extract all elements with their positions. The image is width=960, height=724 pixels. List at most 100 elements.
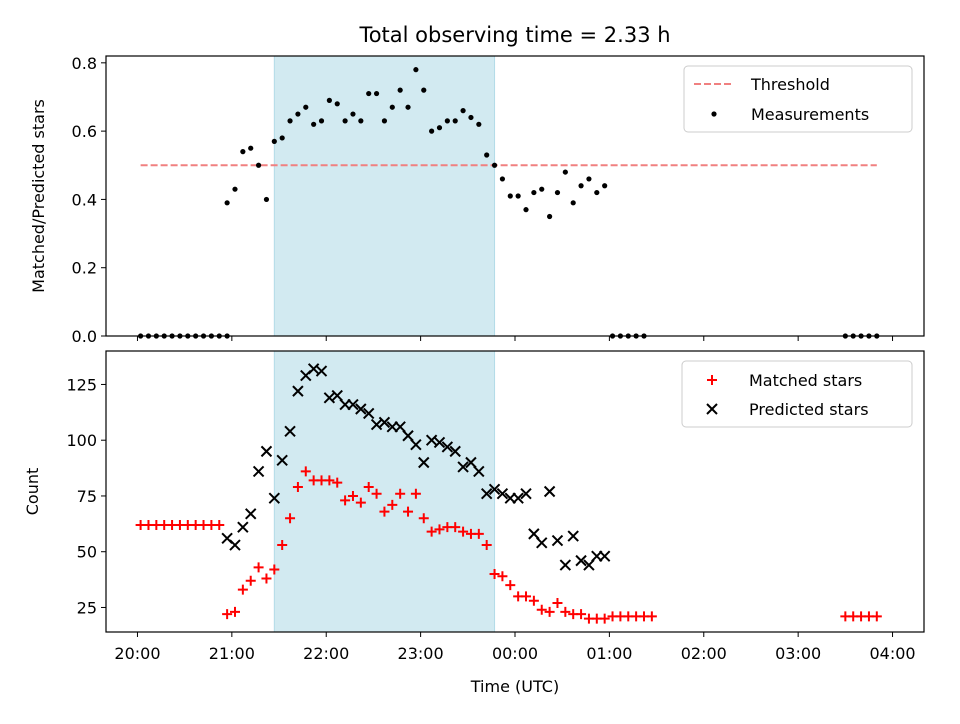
matched-stars-point-13 [237, 584, 248, 595]
measurements-point-27 [342, 118, 348, 124]
predicted-stars-point-1-shape [229, 539, 241, 551]
matched-stars-point-46 [497, 571, 508, 582]
predicted-stars-point-44-shape [567, 530, 579, 542]
matched-stars-point-44 [481, 540, 492, 551]
matched-stars-point-36-shape [418, 513, 429, 524]
predicted-stars-point-23-shape [402, 430, 414, 442]
matched-stars-point-10-shape [214, 519, 225, 530]
predicted-stars-point-41-shape [543, 485, 556, 498]
matched-stars-point-38-shape [434, 524, 445, 535]
predicted-stars-point-46-shape [583, 559, 595, 571]
matched-stars-point-37 [426, 526, 437, 537]
legend-swatch-measurements [711, 111, 717, 117]
predicted-stars-point-32 [473, 465, 485, 478]
predicted-stars-point-13-shape [323, 392, 336, 404]
measurements-point-59 [594, 189, 600, 196]
measurements-point-24 [318, 118, 325, 124]
predicted-stars-point-48-shape [598, 550, 611, 562]
predicted-stars-point-3-shape [245, 508, 257, 520]
predicted-stars-point-11-shape [307, 363, 320, 375]
matched-stars-point-45 [489, 569, 500, 580]
matched-stars-point-41-shape [458, 526, 469, 537]
predicted-stars-point-5 [260, 445, 273, 458]
matched-stars-point-33-shape [395, 488, 406, 499]
matched-stars-point-11-shape [222, 609, 233, 620]
matched-stars-point-56 [576, 609, 587, 620]
predicted-stars-point-42 [551, 534, 564, 547]
chart-title: Total observing time = 2.33 h [358, 23, 670, 47]
predicted-stars-point-32-shape [473, 465, 485, 478]
matched-stars-point-50 [528, 595, 539, 606]
predicted-stars-point-39-shape [528, 528, 540, 540]
x-tick-label-0: 20:00 [114, 644, 160, 663]
predicted-stars-point-42-shape [551, 534, 564, 547]
matched-stars-point-31 [379, 506, 390, 517]
bottom-y-tick-label-4: 125 [66, 375, 97, 394]
predicted-stars-point-23 [402, 430, 414, 442]
measurements-point-29 [358, 118, 364, 124]
predicted-stars-point-2-shape [237, 521, 249, 533]
predicted-stars-point-20 [378, 416, 391, 429]
top-y-tick-label-3: 0.6 [72, 122, 97, 141]
bottom-y-tick-label-3: 100 [66, 431, 97, 450]
measurements-point-34 [397, 87, 403, 93]
bottom-y-tick-label-1: 50 [77, 543, 97, 562]
matched-stars-point-43-shape [473, 528, 484, 539]
predicted-stars-point-7 [276, 454, 288, 466]
legend-label-threshold: Threshold [750, 75, 830, 94]
matched-stars-point-13-shape [237, 584, 248, 595]
matched-stars-point-56-shape [576, 609, 587, 620]
predicted-stars-point-14 [331, 389, 343, 402]
predicted-stars-point-44 [567, 530, 579, 542]
predicted-stars-point-22-shape [394, 421, 406, 433]
measurements-point-56 [570, 200, 576, 206]
predicted-stars-point-7-shape [276, 454, 288, 466]
matched-stars-point-11 [222, 609, 233, 620]
matched-stars-point-19-shape [285, 513, 296, 524]
predicted-stars-point-30 [457, 461, 469, 473]
measurements-point-17 [263, 196, 270, 203]
predicted-stars-point-25 [418, 456, 430, 469]
matched-stars-point-65 [646, 611, 657, 622]
matched-stars-point-51-shape [536, 604, 547, 615]
legend-label-matched-stars: Matched stars [749, 371, 862, 390]
legend-label-predicted-stars: Predicted stars [749, 400, 869, 419]
matched-stars-point-24 [324, 475, 335, 486]
measurements-point-48 [507, 193, 513, 199]
measurements-point-26 [334, 101, 340, 107]
matched-stars-point-12 [229, 606, 240, 617]
legend-label-measurements: Measurements [751, 105, 869, 124]
matched-stars-point-20-shape [292, 482, 303, 493]
predicted-stars-point-20-shape [378, 416, 391, 429]
matched-stars-point-14-shape [245, 575, 256, 586]
top-y-tick-label-1: 0.2 [72, 259, 97, 278]
observing-window-bottom [273, 350, 496, 633]
measurements-point-20 [287, 118, 293, 124]
matched-stars-point-40 [450, 522, 461, 533]
matched-stars-point-15 [253, 562, 264, 573]
matched-stars-point-44-shape [481, 540, 492, 551]
matched-stars-point-53 [552, 598, 563, 609]
predicted-stars-point-9-shape [292, 385, 304, 397]
x-axis-label: Time (UTC) [470, 677, 559, 696]
top-y-tick-label-2: 0.4 [72, 190, 97, 209]
measurements-point-44 [476, 121, 482, 127]
matched-stars-point-30 [371, 488, 382, 499]
matched-stars-point-45-shape [489, 569, 500, 580]
matched-stars-point-70-shape [871, 611, 882, 622]
matched-stars-point-37-shape [426, 526, 437, 537]
measurements-point-32 [381, 118, 388, 124]
matched-stars-point-17 [269, 564, 280, 575]
matched-stars-point-25-shape [332, 477, 343, 488]
matched-stars-point-31-shape [379, 506, 390, 517]
x-tick-label-8: 04:00 [869, 644, 915, 663]
matched-stars-point-15-shape [253, 562, 264, 573]
measurements-point-33 [389, 104, 395, 110]
predicted-stars-point-26-shape [425, 434, 438, 446]
predicted-stars-point-1 [229, 539, 241, 551]
matched-stars-point-18 [277, 540, 288, 551]
predicted-stars-point-12 [315, 365, 328, 377]
predicted-stars-point-6 [268, 492, 281, 504]
measurements-point-15 [248, 145, 254, 151]
